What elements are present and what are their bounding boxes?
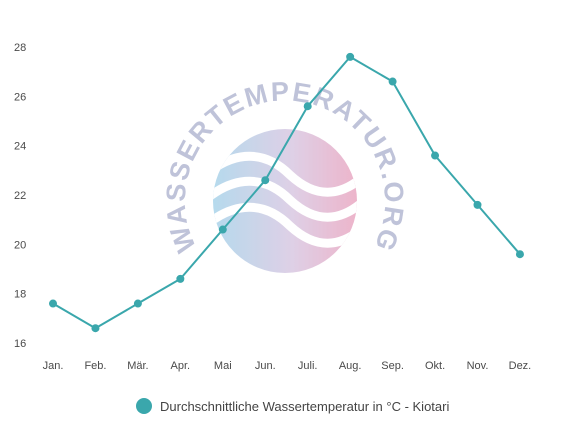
data-point[interactable]	[218, 225, 227, 234]
data-point[interactable]	[176, 274, 185, 283]
x-tick-label: Apr.	[171, 360, 191, 372]
x-tick-label: Jan.	[43, 360, 64, 372]
x-axis: Jan. Feb. Mär. Apr. Mai Jun. Juli. Aug. Sep. Okt.…	[43, 360, 532, 372]
y-axis: 16 18 20 22 24 26 28	[14, 42, 26, 350]
x-tick-label: Mär.	[127, 360, 148, 372]
y-tick-label: 16	[14, 338, 26, 350]
x-tick-label: Feb.	[84, 360, 106, 372]
watermark-wave-3	[213, 202, 357, 248]
x-tick-label: Okt.	[425, 360, 445, 372]
data-point[interactable]	[91, 324, 100, 333]
watermark-logo: WASSERTEMPERATUR.ORG	[161, 76, 408, 273]
series-line	[52, 55, 521, 330]
data-point[interactable]	[431, 151, 440, 160]
data-point[interactable]	[388, 77, 397, 86]
x-tick-label: Aug.	[339, 360, 362, 372]
legend-marker	[136, 398, 152, 414]
legend-label: Durchschnittliche Wassertemperatur in °C…	[160, 399, 449, 414]
data-point[interactable]	[261, 176, 270, 185]
data-point[interactable]	[303, 102, 312, 111]
x-tick-label: Sep.	[381, 360, 404, 372]
y-tick-label: 24	[14, 141, 26, 153]
data-point[interactable]	[473, 200, 482, 209]
x-tick-label: Jun.	[255, 360, 276, 372]
series-layer	[49, 52, 524, 333]
watermark-wave-1	[213, 151, 357, 197]
data-point[interactable]	[346, 52, 355, 61]
data-point[interactable]	[49, 299, 57, 308]
y-tick-label: 18	[14, 289, 26, 301]
x-tick-label: Dez.	[509, 360, 532, 372]
y-tick-label: 22	[14, 190, 26, 202]
y-tick-label: 28	[14, 42, 26, 54]
watermark-wave-2	[213, 176, 357, 222]
data-point[interactable]	[133, 299, 142, 308]
x-tick-label: Nov.	[467, 360, 489, 372]
x-tick-label: Mai	[214, 360, 232, 372]
y-tick-label: 26	[14, 91, 26, 103]
data-point[interactable]	[515, 250, 524, 259]
x-tick-label: Juli.	[298, 360, 318, 372]
legend[interactable]: Durchschnittliche Wassertemperatur in °C…	[136, 398, 449, 414]
y-tick-label: 20	[14, 239, 26, 251]
